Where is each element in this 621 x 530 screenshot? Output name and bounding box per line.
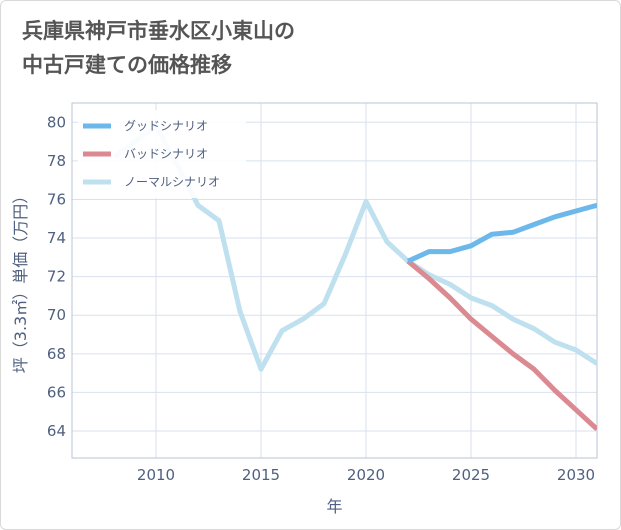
x-axis-title: 年	[326, 497, 342, 516]
y-tick-label: 76	[47, 190, 66, 208]
series-line-0	[406, 202, 597, 264]
y-tick-label: 70	[47, 306, 66, 324]
y-tick-label: 66	[47, 383, 66, 401]
x-tick-label: 2020	[347, 466, 385, 484]
y-tick-label: 80	[47, 113, 66, 131]
series-lines	[112, 123, 597, 431]
x-tick-label: 2025	[452, 466, 490, 484]
x-tick-label: 2030	[557, 466, 595, 484]
chart-title-line-2: 中古戸建ての価格推移	[22, 53, 232, 77]
legend-label-0: グッドシナリオ	[124, 119, 208, 133]
y-axis-title: 坪（3.3㎡）単価（万円）	[11, 188, 30, 373]
y-tick-label: 72	[47, 268, 66, 286]
series-line-1	[406, 259, 597, 431]
x-tick-label: 2015	[242, 466, 280, 484]
tick-labels: 64 66 68 70 72 74 76 78 80 2010 2015 2020 2025 2030	[47, 113, 595, 484]
chart-title-line-1: 兵庫県神戸市垂水区小東山の	[22, 19, 295, 43]
chart-title: 兵庫県神戸市垂水区小東山の 中古戸建ての価格推移	[22, 14, 442, 82]
y-tick-label: 64	[47, 422, 66, 440]
x-tick-label: 2010	[137, 466, 175, 484]
y-tick-label: 68	[47, 345, 66, 363]
y-tick-label: 74	[47, 229, 66, 247]
legend-label-1: バッドシナリオ	[124, 147, 208, 161]
plot-area-frame	[71, 102, 598, 459]
y-tick-label: 78	[47, 152, 66, 170]
legend-label-2: ノーマルシナリオ	[124, 175, 220, 189]
series-line-2	[112, 123, 597, 372]
